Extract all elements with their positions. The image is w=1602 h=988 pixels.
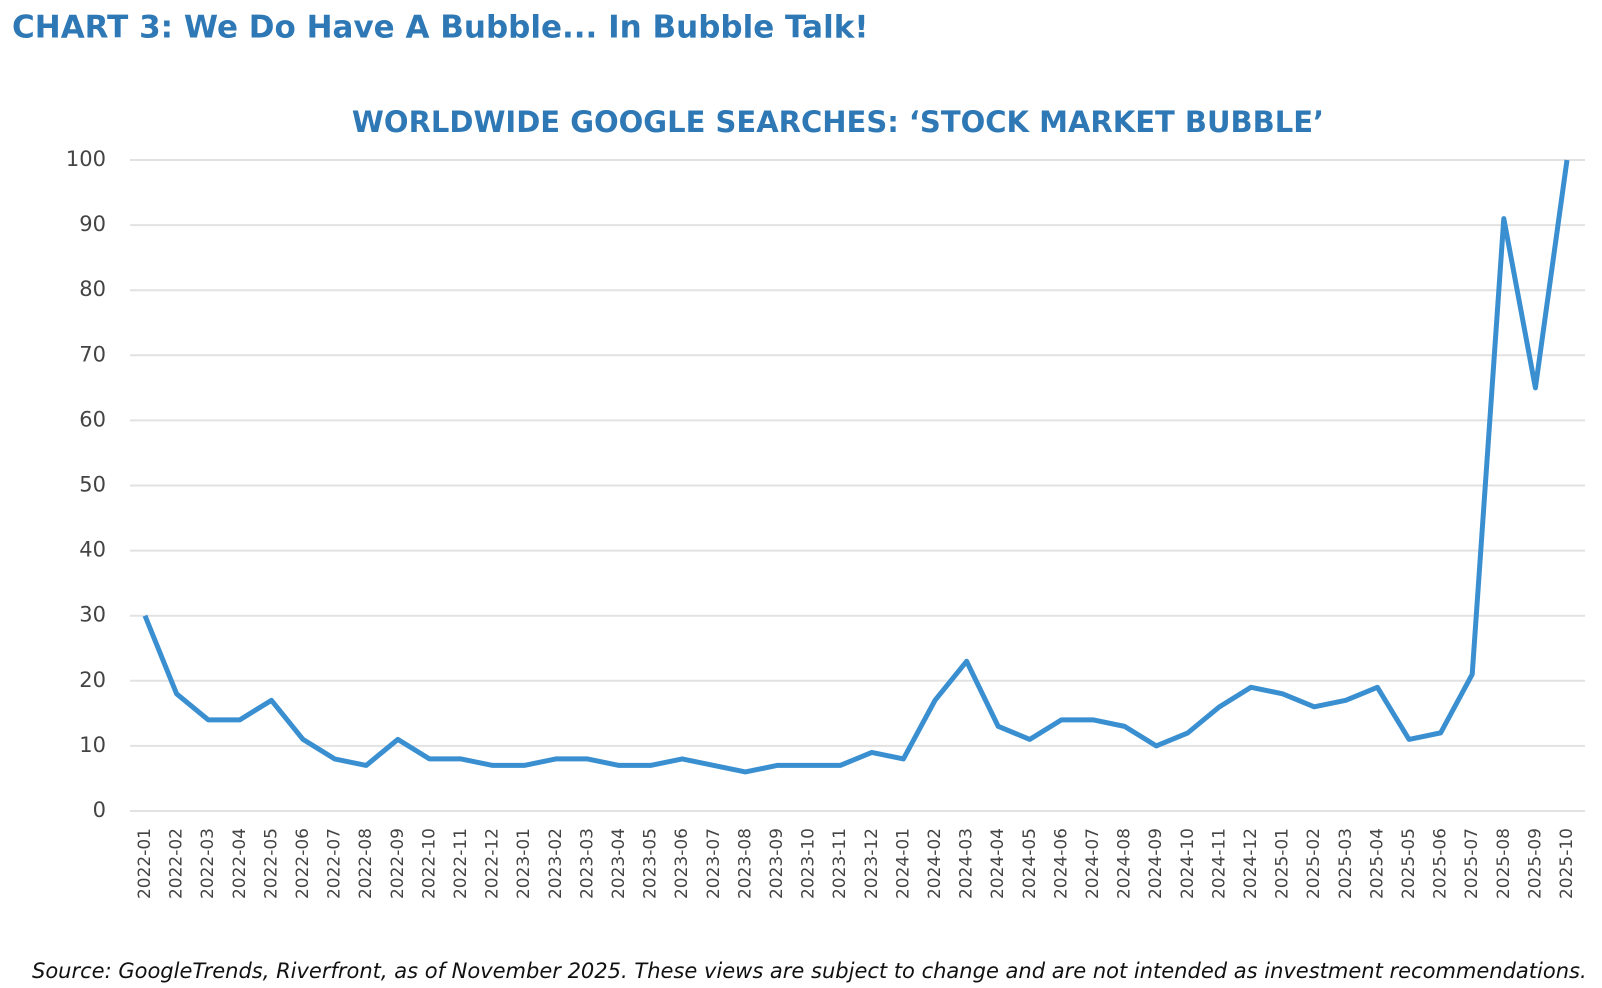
x-tick-label: 2022-11	[451, 828, 471, 899]
x-tick-label: 2022-04	[230, 828, 250, 899]
chart-subtitle: WORLDWIDE GOOGLE SEARCHES: ‘STOCK MARKET…	[352, 105, 1324, 139]
x-tick-label: 2022-01	[135, 828, 155, 899]
y-tick-label: 10	[79, 733, 106, 757]
x-tick-label: 2024-02	[925, 828, 945, 899]
x-tick-label: 2023-05	[641, 828, 661, 899]
x-tick-label: 2025-04	[1367, 828, 1387, 899]
x-tick-label: 2024-08	[1115, 828, 1135, 899]
x-tick-label: 2023-09	[767, 828, 787, 899]
x-tick-label: 2025-01	[1273, 828, 1293, 899]
y-tick-label: 20	[79, 668, 106, 692]
x-tick-label: 2024-07	[1083, 828, 1103, 899]
x-tick-label: 2022-08	[356, 828, 376, 899]
x-tick-label: 2023-01	[514, 828, 534, 899]
x-tick-label: 2022-03	[198, 828, 218, 899]
x-tick-label: 2025-03	[1336, 828, 1356, 899]
x-tick-label: 2023-03	[577, 828, 597, 899]
y-tick-label: 60	[79, 407, 106, 431]
y-tick-label: 100	[66, 147, 106, 171]
y-tick-label: 0	[93, 798, 106, 822]
x-tick-label: 2025-02	[1304, 828, 1324, 899]
x-tick-label: 2023-04	[609, 828, 629, 899]
x-tick-label: 2023-08	[735, 828, 755, 899]
x-tick-label: 2023-12	[862, 828, 882, 899]
x-tick-label: 2023-07	[704, 828, 724, 899]
x-tick-label: 2024-09	[1146, 828, 1166, 899]
x-tick-label: 2025-08	[1494, 828, 1514, 899]
x-tick-label: 2022-12	[483, 828, 503, 899]
x-tick-label: 2024-12	[1241, 828, 1261, 899]
x-tick-label: 2024-10	[1178, 828, 1198, 899]
x-tick-label: 2023-02	[546, 828, 566, 899]
x-tick-label: 2023-10	[799, 828, 819, 899]
x-tick-label: 2024-05	[1020, 828, 1040, 899]
x-tick-label: 2022-07	[325, 828, 345, 899]
x-tick-label: 2022-10	[419, 828, 439, 899]
x-tick-label: 2025-10	[1557, 828, 1577, 899]
x-tick-label: 2024-04	[988, 828, 1008, 899]
x-tick-label: 2024-03	[957, 828, 977, 899]
x-tick-label: 2025-06	[1431, 828, 1451, 899]
chart-title: CHART 3: We Do Have A Bubble... In Bubbl…	[12, 10, 868, 46]
x-tick-label: 2025-05	[1399, 828, 1419, 899]
x-tick-label: 2025-09	[1525, 828, 1545, 899]
x-tick-label: 2022-02	[167, 828, 187, 899]
x-tick-label: 2023-06	[672, 828, 692, 899]
y-tick-label: 90	[79, 212, 106, 236]
x-tick-label: 2024-06	[1051, 828, 1071, 899]
y-tick-label: 30	[79, 603, 106, 627]
y-tick-label: 70	[79, 342, 106, 366]
x-tick-label: 2022-05	[261, 828, 281, 899]
x-tick-label: 2022-09	[388, 828, 408, 899]
x-tick-label: 2024-11	[1209, 828, 1229, 899]
x-tick-label: 2022-06	[293, 828, 313, 899]
source-note: Source: GoogleTrends, Riverfront, as of …	[32, 959, 1587, 983]
data-line	[142, 159, 1570, 775]
x-tick-label: 2023-11	[830, 828, 850, 899]
y-tick-label: 40	[79, 538, 106, 562]
x-tick-label: 2024-01	[893, 828, 913, 899]
y-tick-label: 80	[79, 277, 106, 301]
x-tick-label: 2025-07	[1462, 828, 1482, 899]
y-tick-label: 50	[79, 473, 106, 497]
